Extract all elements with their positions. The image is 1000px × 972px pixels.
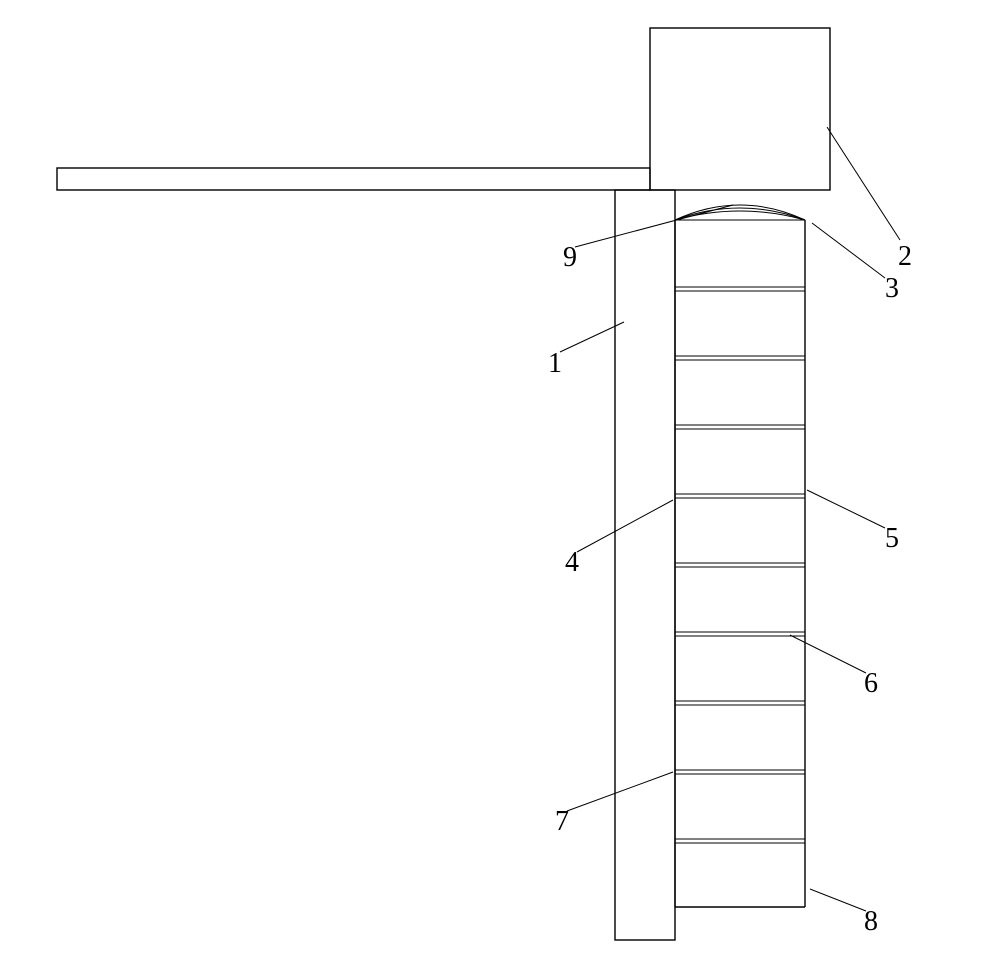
label-3: 3 [885,273,899,304]
label-4: 4 [565,547,579,578]
label-1: 1 [548,348,562,379]
leader-line-8 [810,889,866,911]
left-column [615,190,675,940]
leader-line-7 [567,772,673,811]
label-6: 6 [864,668,878,699]
leader-line-3 [812,223,885,278]
label-7: 7 [555,806,569,837]
leader-line-5 [807,490,885,528]
leader-line-2 [827,127,900,240]
label-5: 5 [885,523,899,554]
leader-line-4 [577,500,673,552]
leader-line-9 [575,205,733,247]
leader-line-6 [790,635,866,673]
label-2: 2 [898,241,912,272]
arch-curve [675,205,805,220]
top-box [650,28,830,190]
label-8: 8 [864,906,878,937]
horizontal-bar [57,168,650,190]
label-9: 9 [563,242,577,273]
arch-curve [675,208,805,220]
